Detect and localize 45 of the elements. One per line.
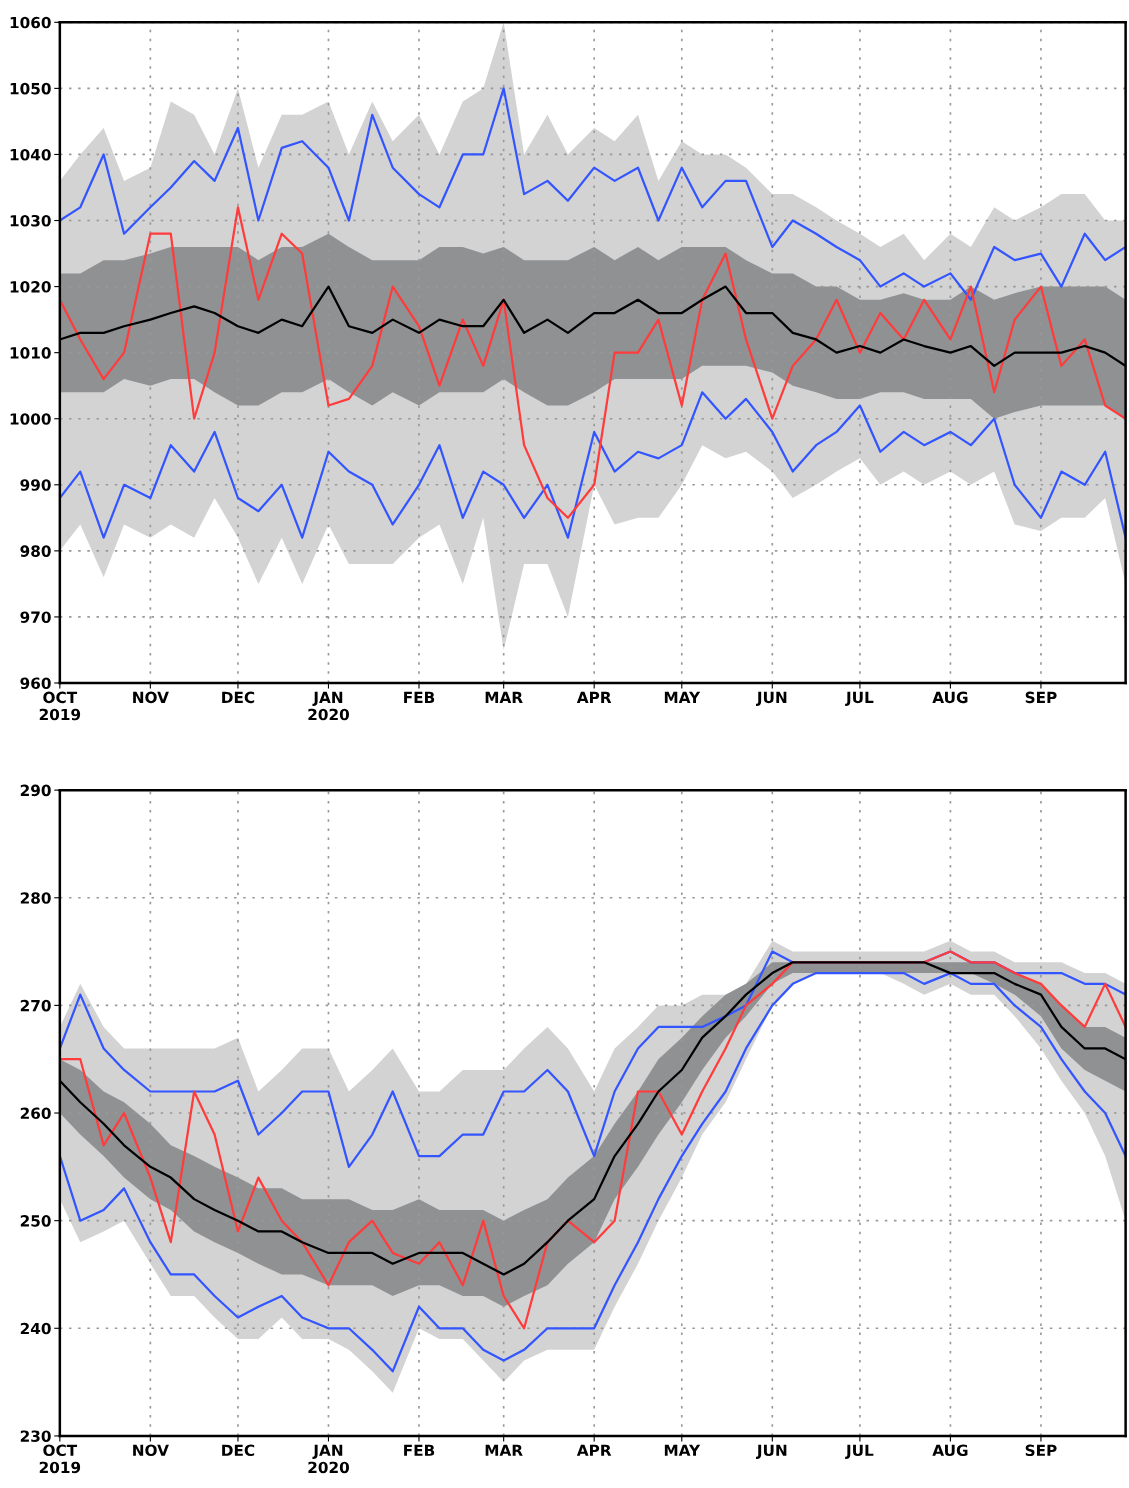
x-tick-label: APR xyxy=(576,691,612,703)
x-tick-label: JAN 2020 xyxy=(308,1444,349,1474)
y-tick-label: 1030 xyxy=(10,214,51,227)
y-tick-label: 970 xyxy=(20,611,51,623)
line-series xyxy=(59,391,1126,539)
y-tick-label: 1010 xyxy=(10,347,51,359)
x-tick-label: NOV xyxy=(133,1444,169,1457)
x-tick-label: NOV xyxy=(133,691,169,704)
y-tick-label: 290 xyxy=(20,784,51,797)
x-tick-label: MAR xyxy=(485,691,523,703)
x-tick-label: JUL xyxy=(845,691,874,706)
y-tick-label: 1050 xyxy=(10,82,51,95)
x-tick-label: OCT 2019 xyxy=(39,691,81,721)
y-tick-label: 230 xyxy=(20,1430,51,1442)
x-tick-label: AUG xyxy=(932,691,968,704)
x-tick-label: FEB xyxy=(404,1444,435,1456)
y-tick-label: 280 xyxy=(20,892,51,904)
x-tick-label: JAN 2020 xyxy=(308,691,349,721)
x-tick-label: JUL xyxy=(845,1444,874,1459)
line-series xyxy=(59,87,1126,301)
y-tick-label: 240 xyxy=(20,1322,51,1335)
y-tick-label: 1060 xyxy=(10,16,51,29)
x-tick-label: AUG xyxy=(932,1444,968,1457)
x-tick-label: SEP xyxy=(1025,1444,1057,1457)
y-tick-label: 260 xyxy=(20,1107,51,1120)
y-tick-label: 1000 xyxy=(10,413,51,425)
y-tick-label: 250 xyxy=(20,1215,51,1227)
x-tick-label: OCT 2019 xyxy=(39,1444,81,1474)
y-tick-label: 1040 xyxy=(10,148,51,161)
y-tick-label: 990 xyxy=(20,479,51,491)
y-tick-label: 1020 xyxy=(10,281,51,293)
y-tick-label: 960 xyxy=(20,677,51,690)
x-tick-label: MAY xyxy=(664,1444,701,1456)
y-tick-label: 980 xyxy=(20,545,51,557)
x-tick-label: SEP xyxy=(1025,691,1057,704)
x-tick-label: APR xyxy=(576,1444,612,1456)
line-series xyxy=(59,206,1126,519)
x-tick-label: DEC xyxy=(222,691,255,704)
x-tick-label: DEC xyxy=(222,1444,255,1457)
x-tick-label: JUN xyxy=(756,691,787,706)
x-tick-label: FEB xyxy=(404,691,435,703)
x-tick-label: MAY xyxy=(664,691,701,703)
x-tick-label: MAR xyxy=(485,1444,523,1456)
x-tick-label: JUN xyxy=(756,1444,787,1459)
y-tick-label: 270 xyxy=(20,999,51,1012)
